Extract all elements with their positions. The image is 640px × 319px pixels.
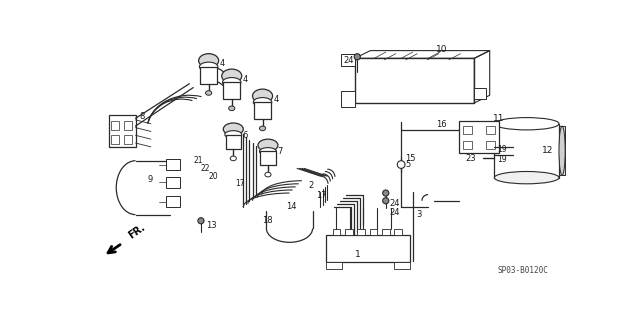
Bar [333,229,340,235]
Text: 16: 16 [436,120,447,129]
Ellipse shape [223,123,243,135]
Bar [260,151,276,165]
Text: 4: 4 [273,95,278,104]
Text: 19: 19 [497,155,507,164]
Text: FR.: FR. [126,222,147,241]
Ellipse shape [265,172,271,177]
Ellipse shape [559,126,565,175]
Text: 11: 11 [493,114,504,123]
Ellipse shape [205,91,212,95]
Ellipse shape [259,126,266,131]
Bar [559,126,565,175]
Bar [463,141,472,149]
Bar [345,229,353,235]
Bar [474,87,486,99]
Bar [486,141,495,149]
Ellipse shape [494,118,559,130]
Ellipse shape [253,89,273,103]
Ellipse shape [228,106,235,111]
Bar [326,262,342,269]
Text: 24: 24 [344,56,354,65]
Bar [341,55,355,66]
Text: 10: 10 [436,45,447,54]
Bar [254,102,271,119]
Bar [111,135,118,144]
Text: 24: 24 [390,198,400,208]
Text: 23: 23 [465,154,476,163]
Text: 4: 4 [243,75,248,84]
Bar [355,58,474,103]
Text: 1: 1 [355,250,361,259]
Text: 9: 9 [147,175,152,184]
Text: 18: 18 [262,216,273,225]
Bar [382,229,390,235]
Text: 5: 5 [405,160,410,169]
Ellipse shape [230,156,236,161]
Text: 7: 7 [277,147,282,156]
Text: 19: 19 [497,145,507,154]
Text: 8: 8 [140,112,145,121]
Text: 17: 17 [236,179,245,188]
Bar [166,159,180,170]
Text: SP03-B0120C: SP03-B0120C [497,266,548,275]
Text: 2: 2 [308,181,314,190]
Bar [494,124,559,178]
Text: 24: 24 [390,208,400,217]
Ellipse shape [258,139,278,152]
Ellipse shape [259,148,276,155]
Text: 4: 4 [220,59,225,68]
Bar [369,229,378,235]
Bar [326,235,410,262]
Text: 22: 22 [201,164,211,173]
Bar [357,229,365,235]
Bar [124,121,132,130]
Bar [459,121,499,153]
Text: 6: 6 [243,131,248,140]
Ellipse shape [253,98,272,107]
Ellipse shape [198,54,219,68]
Ellipse shape [200,62,218,71]
Bar [225,135,241,149]
Bar [463,126,472,134]
Bar [124,135,132,144]
Text: 21: 21 [193,156,203,165]
Ellipse shape [354,54,360,60]
Text: 3: 3 [417,210,422,219]
Ellipse shape [221,69,242,83]
Bar [394,229,402,235]
Ellipse shape [494,172,559,184]
Text: 14: 14 [285,203,296,211]
Bar [200,67,217,84]
Ellipse shape [198,218,204,224]
Bar [223,82,240,99]
Ellipse shape [383,190,389,196]
Text: 17: 17 [316,191,327,200]
Bar [394,262,410,269]
Text: 13: 13 [206,221,217,230]
Bar [109,115,136,147]
Ellipse shape [223,78,241,87]
Bar [486,126,495,134]
Bar [111,121,118,130]
Bar [166,196,180,207]
Bar [166,177,180,188]
Bar [341,92,355,107]
Text: 12: 12 [542,146,554,155]
Text: 15: 15 [405,154,415,163]
Ellipse shape [383,198,389,204]
Ellipse shape [397,161,405,168]
Text: 20: 20 [209,172,218,181]
Ellipse shape [225,131,242,138]
